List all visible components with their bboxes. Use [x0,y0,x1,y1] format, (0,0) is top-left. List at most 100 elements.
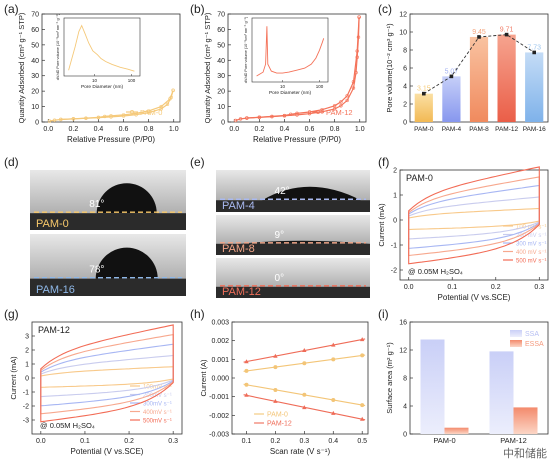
panel-b-ytick-label: 60 [217,27,225,34]
panel-a-data-point [109,115,113,119]
panel-f-xtick-label: 0.1 [447,284,457,291]
panel-b-legend-label: PAM-12 [326,108,353,117]
panel-h-ytick-label: 0.001 [211,357,229,364]
panel-a-data-point [146,109,151,113]
panel-a-ytick-label: 20 [31,89,39,96]
panel-letter-e: (e) [190,155,205,169]
panel-g-electrolyte-annotation: @ 0.05M H₂SO₄ [40,421,95,430]
panel-c-category-label: PAM-0 [414,126,434,133]
panel-a-inset-x-axis-label: Pore Diameter (nm) [81,84,124,90]
panel-g-cv-loop [40,324,174,423]
panel-b-xtick-label: 1.0 [355,126,365,133]
panel-a-ytick-label: 30 [31,73,39,80]
panel-b-desorption-line [246,17,360,119]
panel-b-ytick-label: 10 [217,104,225,111]
panel-b-inset-x-axis-label: Pore Diameter (nm) [269,90,312,96]
panel-b-xtick-label: 0.0 [229,126,239,133]
panel-b-ytick-label: 40 [217,58,225,65]
panel-b-legend-marker [316,110,320,114]
panel-h-xtick-label: 0.5 [357,438,367,445]
panel-c-category-label: PAM-4 [442,126,462,133]
panel-c-category-label: PAM-12 [495,126,518,133]
panel-b-data-point [307,110,312,114]
panel-a-data-point [59,117,63,122]
panel-i-ytick-label: 16 [399,320,407,327]
panel-a-data-point [121,114,126,118]
panel-b-data-point [355,49,359,53]
panel-c-bar-pam-4 [442,76,461,122]
panel-b-data-point [351,80,356,84]
panel-h-data-point [331,410,336,415]
panel-b-inset-curve [256,26,325,77]
panel-c-ytick-label: 6 [403,66,407,73]
panel-a-xtick-label: 0.2 [68,126,78,133]
panel-h-legend-label: PAM-12 [267,421,292,428]
panel-h-xtick-label: 0.1 [242,438,252,445]
panel-f-ytick-label: -1 [391,243,397,250]
panel-e-photo-2-sample-label: PAM-8 [222,243,255,255]
panel-g-legend-label: 200mV s⁻¹ [143,393,172,399]
panel-i-legend-label: SSA [525,331,539,338]
panel-h-data-point [331,342,336,347]
panel-f-xtick-label: 0.2 [491,284,501,291]
panel-c-trend-marker [532,50,536,55]
panel-letter-f: (f) [378,155,389,169]
watermark: 中和储能 [503,447,547,460]
panel-b-inset-xtick-label: 10 [280,84,286,89]
panel-e-photo-3-angle-label: 0° [275,273,285,284]
panel-h-data-point [360,353,365,358]
panel-a-legend-marker [130,110,134,114]
panel-c-ytick-label: 10 [399,30,407,37]
panel-b-ytick-label: 20 [217,89,225,96]
panel-c-ytick-label: 2 [403,102,407,109]
panel-h-data-point [302,392,307,397]
panel-g-ytick-label: -3 [23,418,29,425]
panel-i-ytick-label: 8 [403,376,407,383]
panel-letter-b: (b) [190,2,205,16]
panel-b-data-point [307,111,312,116]
panel-letter-c: (c) [378,2,392,16]
panel-e-photo-1-droplet [262,186,361,201]
panel-a-data-point [168,97,172,101]
panel-b-xtick-label: 0.8 [330,126,340,133]
panel-a-inset-curve [68,24,135,72]
panel-h-plot-frame [231,321,369,435]
panel-g-xtick-label: 0.3 [168,438,178,445]
panel-a-inset-xtick-label: 10 [92,78,98,83]
panel-h-y-axis-label: Current (A) [199,359,208,397]
panel-e-photo-3-substrate [216,286,370,298]
panel-letter-i: (i) [378,307,389,321]
panel-h-x-axis-label: Scan rate (V s⁻¹) [270,447,331,456]
panel-b-xtick-label: 0.2 [254,126,264,133]
panel-f-legend-label: 300 mV s⁻¹ [516,242,547,248]
panel-c-trend-marker [449,74,454,79]
panel-f-xtick-label: 0.3 [534,284,544,291]
panel-b-data-point [354,70,358,75]
panel-g-ytick-label: 1 [25,362,29,369]
panel-h-xtick-label: 0.2 [271,438,281,445]
panel-a-ytick-label: 70 [31,12,39,19]
panel-g-ytick-label: 0 [25,376,29,383]
panel-i-ytick-label: 4 [403,404,407,411]
panel-i-surface-area-bars: 0 4 8 12 16 Surface area (m² g⁻¹) PAM-0 PAM-12 S… [385,320,549,445]
panel-a-ytick-label: 10 [31,104,39,111]
panel-g-xtick-label: 0.0 [36,438,46,445]
panel-f-cv-loop [408,166,540,265]
panel-g-legend-label: 400mV s⁻¹ [143,410,172,416]
panel-g-ytick-label: 3 [25,334,29,341]
panel-d-contact-angle-photos: PAM-0 81° PAM-16 78° [30,170,186,296]
panel-a-xtick-label: 1.0 [169,126,179,133]
panel-a-inset-xtick-label: 100 [128,78,136,83]
panel-b-data-point [339,100,343,104]
panel-h-data-point [273,353,278,358]
panel-letter-a: (a) [4,2,19,16]
panel-c-bar-pam-12 [497,34,516,122]
panel-c-bar-value-label: 3.15 [417,86,431,93]
panel-letter-d: (d) [4,155,19,169]
panel-f-cv-curves: 0.0 0.1 0.2 0.3 -2 -1 0 1 2 Potential (V vs.SCE) C… [377,166,549,302]
panel-c-trend-marker [422,91,426,96]
panel-g-ytick-label: -2 [23,404,29,411]
panel-b-x-axis-label: Relative Pressure (P/P0) [253,135,341,144]
panel-g-title: PAM-12 [38,325,70,335]
panel-e-photo-1-angle-label: 42° [275,186,290,197]
